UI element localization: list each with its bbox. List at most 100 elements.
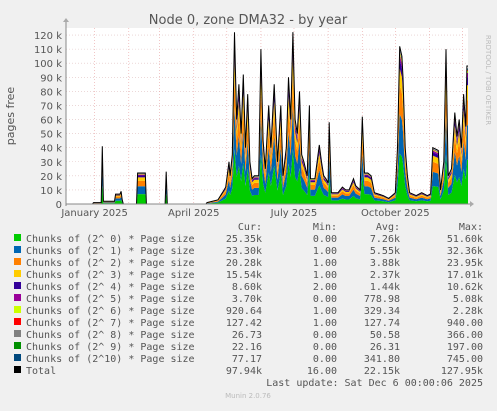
legend-swatch: [14, 258, 21, 265]
legend-cur: 920.64: [226, 306, 262, 317]
x-axis-arrow: [470, 201, 474, 207]
legend-swatch: [14, 306, 21, 313]
y-tick-label: 60 k: [40, 116, 62, 127]
legend-avg: 778.98: [364, 294, 400, 305]
legend-max: 10.62k: [447, 282, 483, 293]
legend-header-min: Min:: [313, 222, 337, 233]
munin-version: Munin 2.0.76: [225, 392, 271, 400]
legend-swatch: [14, 294, 21, 301]
legend-cur: 20.28k: [226, 258, 262, 269]
legend-min: 0.00: [313, 354, 337, 365]
legend-avg: 50.58: [370, 330, 400, 341]
legend-swatch: [14, 330, 21, 337]
x-tick-label: October 2025: [361, 208, 430, 219]
legend-min: 1.00: [313, 246, 337, 257]
legend-max: 745.00: [447, 354, 483, 365]
legend-avg: 7.26k: [370, 234, 400, 245]
y-tick-label: 10 k: [40, 186, 62, 197]
legend-swatch: [14, 270, 21, 277]
legend-swatch: [14, 234, 21, 241]
legend-avg: 329.34: [364, 306, 400, 317]
legend-min: 2.00: [313, 282, 337, 293]
legend-name: Chunks of (2^ 2) * Page size: [26, 258, 195, 269]
legend-avg: 3.88k: [370, 258, 400, 269]
legend-name: Chunks of (2^ 5) * Page size: [26, 294, 195, 305]
legend-max: 197.00: [447, 342, 483, 353]
legend-min: 0.00: [313, 234, 337, 245]
grid: [66, 28, 468, 204]
legend-cur: 23.30k: [226, 246, 262, 257]
legend-cur: 15.54k: [226, 270, 262, 281]
axes: [63, 18, 474, 207]
legend-name: Chunks of (2^ 1) * Page size: [26, 246, 195, 257]
legend-swatch: [14, 366, 21, 373]
y-tick-label: 110 k: [34, 45, 62, 56]
legend-cur: 22.16: [232, 342, 262, 353]
legend-min: 1.00: [313, 258, 337, 269]
legend-name: Chunks of (2^ 4) * Page size: [26, 282, 195, 293]
legend-name: Chunks of (2^ 6) * Page size: [26, 306, 195, 317]
y-tick-label: 100 k: [34, 59, 62, 70]
legend-avg: 2.37k: [370, 270, 400, 281]
legend-name: Chunks of (2^ 8) * Page size: [26, 330, 195, 341]
x-tick-label: January 2025: [60, 208, 128, 219]
legend-min: 1.00: [313, 306, 337, 317]
legend-header-max: Max:: [459, 222, 483, 233]
legend-max: 51.60k: [447, 234, 483, 245]
legend-min: 0.00: [313, 294, 337, 305]
x-tick-labels: January 2025 April 2025 July 2025 October 2…: [60, 208, 429, 219]
y-tick-label: 20 k: [40, 172, 62, 183]
legend-avg: 127.74: [364, 318, 400, 329]
legend-min: 16.00: [307, 366, 337, 377]
legend-min: 1.00: [313, 270, 337, 281]
y-tick-label: 90 k: [40, 73, 62, 84]
legend-cur: 77.17: [232, 354, 262, 365]
legend-avg: 5.55k: [370, 246, 400, 257]
legend-cur: 8.60k: [232, 282, 262, 293]
x-tick-label: July 2025: [270, 208, 318, 219]
legend-cur: 25.35k: [226, 234, 262, 245]
y-tick-label: 30 k: [40, 158, 62, 169]
legend-cur: 26.73: [232, 330, 262, 341]
y-tick-label: 120 k: [34, 31, 62, 42]
y-tick-label: 70 k: [40, 101, 62, 112]
legend-swatch: [14, 282, 21, 289]
legend-avg: 26.31: [370, 342, 400, 353]
y-axis-label: pages free: [4, 87, 17, 146]
legend-header-avg: Avg:: [376, 222, 400, 233]
y-tick-label: 40 k: [40, 144, 62, 155]
rrdtool-credit: RRDTOOL / TOBI OETIKER: [484, 35, 492, 125]
legend-max: 23.95k: [447, 258, 483, 269]
legend-avg: 22.15k: [364, 366, 400, 377]
legend-avg: 1.44k: [370, 282, 400, 293]
legend-cur: 127.42: [226, 318, 262, 329]
legend-name: Chunks of (2^ 9) * Page size: [26, 342, 195, 353]
legend-swatch: [14, 246, 21, 253]
legend-max: 5.08k: [453, 294, 483, 305]
legend-max: 17.01k: [447, 270, 483, 281]
legend-swatch: [14, 354, 21, 361]
legend-cur: 97.94k: [226, 366, 262, 377]
legend-max: 940.00: [447, 318, 483, 329]
last-update: Last update: Sat Dec 6 00:00:06 2025: [266, 378, 483, 389]
legend-max: 2.28k: [453, 306, 483, 317]
y-tick-label: 50 k: [40, 130, 62, 141]
legend-name: Chunks of (2^ 0) * Page size: [26, 234, 195, 245]
chart-title: Node 0, zone DMA32 - by year: [149, 13, 348, 28]
y-tick-label: 0: [56, 200, 62, 211]
legend-min: 1.00: [313, 318, 337, 329]
legend-max: 127.95k: [441, 366, 483, 377]
y-tick-labels: 0 10 k 20 k 30 k 40 k 50 k 60 k 70 k 80 k 90 k 100…: [34, 31, 62, 211]
legend-cur: 3.70k: [232, 294, 262, 305]
legend-avg: 341.80: [364, 354, 400, 365]
legend-name: Chunks of (2^ 3) * Page size: [26, 270, 195, 281]
legend-max: 32.36k: [447, 246, 483, 257]
y-tick-label: 80 k: [40, 87, 62, 98]
legend-name: Total: [26, 366, 56, 377]
legend-max: 366.00: [447, 330, 483, 341]
legend-swatch: [14, 318, 21, 325]
series-area-0: [66, 149, 468, 204]
legend-name: Chunks of (2^ 7) * Page size: [26, 318, 195, 329]
legend: Cur: Min: Avg: Max: Chunks of (2^ 0) * P…: [14, 222, 483, 377]
